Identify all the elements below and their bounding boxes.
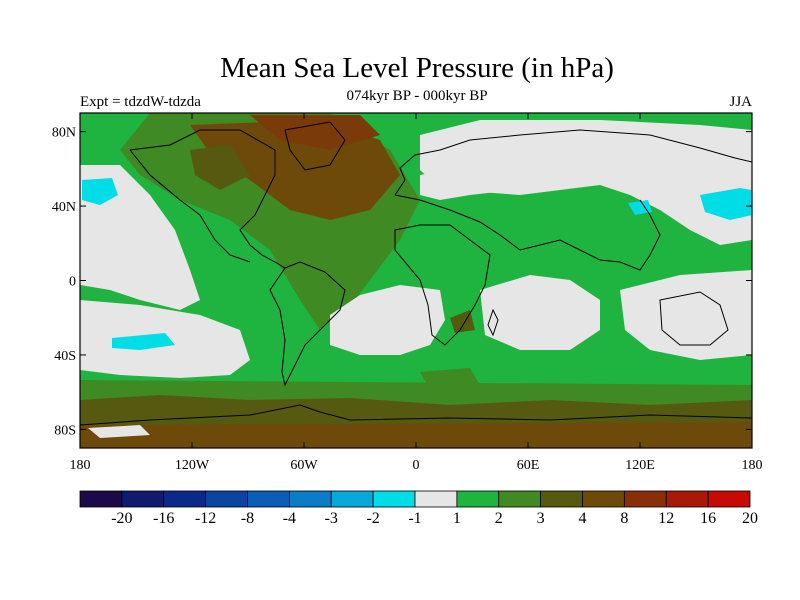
colorbar-swatch [582, 490, 625, 508]
colorbar-label: 16 [700, 510, 716, 527]
colorbar-swatch [540, 490, 583, 508]
latitude-axis: 80N 40N 0 40S 80S [52, 126, 752, 438]
colorbar-swatch [498, 490, 542, 508]
colorbar-swatch [414, 490, 458, 508]
colorbar-swatch [121, 490, 165, 508]
colorbar-label: 4 [579, 510, 587, 527]
lat-tick-label: 0 [69, 275, 76, 290]
colorbar-label: 12 [658, 510, 674, 527]
colorbar-swatch [372, 490, 416, 508]
colorbar: -20 -16 -12 -8 -4 -3 -2 -1 1 2 3 4 8 12 16 20 [79, 490, 758, 527]
chart-title: Mean Sea Level Pressure (in hPa) [220, 52, 614, 84]
colorbar-swatch [707, 490, 751, 508]
lon-tick-label: 180 [742, 458, 763, 473]
longitude-axis: 180 120W 60W 0 60E 120E 180 [70, 113, 763, 473]
colorbar-label: -12 [195, 510, 216, 527]
colorbar-swatch [205, 490, 248, 508]
period-subtitle: 074kyr BP - 000kyr BP [346, 88, 488, 104]
experiment-label: Expt = tdzdW-tdzda [80, 94, 201, 110]
colorbar-label: -16 [153, 510, 174, 527]
colorbar-label: -1 [408, 510, 421, 527]
colorbar-swatch [456, 490, 500, 508]
season-label: JJA [729, 94, 752, 110]
colorbar-label: 20 [742, 510, 758, 527]
colorbar-label: -20 [111, 510, 132, 527]
lon-tick-label: 60E [517, 458, 540, 473]
lon-tick-label: 120E [625, 458, 655, 473]
colorbar-swatch [665, 490, 709, 508]
colorbar-label: 2 [495, 510, 503, 527]
colorbar-label: 3 [537, 510, 545, 527]
colorbar-label: -3 [325, 510, 338, 527]
coastlines [80, 121, 752, 426]
lon-tick-label: 0 [413, 458, 420, 473]
lat-tick-label: 80N [52, 126, 76, 141]
colorbar-label: 1 [453, 510, 461, 527]
lat-tick-label: 80S [54, 423, 76, 438]
colorbar-swatch [163, 490, 207, 508]
colorbar-label: -4 [283, 510, 296, 527]
colorbar-label: -8 [241, 510, 254, 527]
lon-tick-label: 120W [175, 458, 210, 473]
lon-tick-label: 60W [290, 458, 318, 473]
contour-fill-layer [80, 113, 752, 448]
colorbar-swatch [330, 490, 374, 508]
colorbar-swatch [247, 490, 290, 508]
colorbar-label: -2 [366, 510, 379, 527]
colorbar-swatch [623, 490, 667, 508]
colorbar-swatch [79, 490, 123, 508]
lat-tick-label: 40N [52, 200, 76, 215]
colorbar-swatch [288, 490, 332, 508]
colorbar-label: 8 [620, 510, 628, 527]
lon-tick-label: 180 [70, 458, 91, 473]
lat-tick-label: 40S [54, 349, 76, 364]
